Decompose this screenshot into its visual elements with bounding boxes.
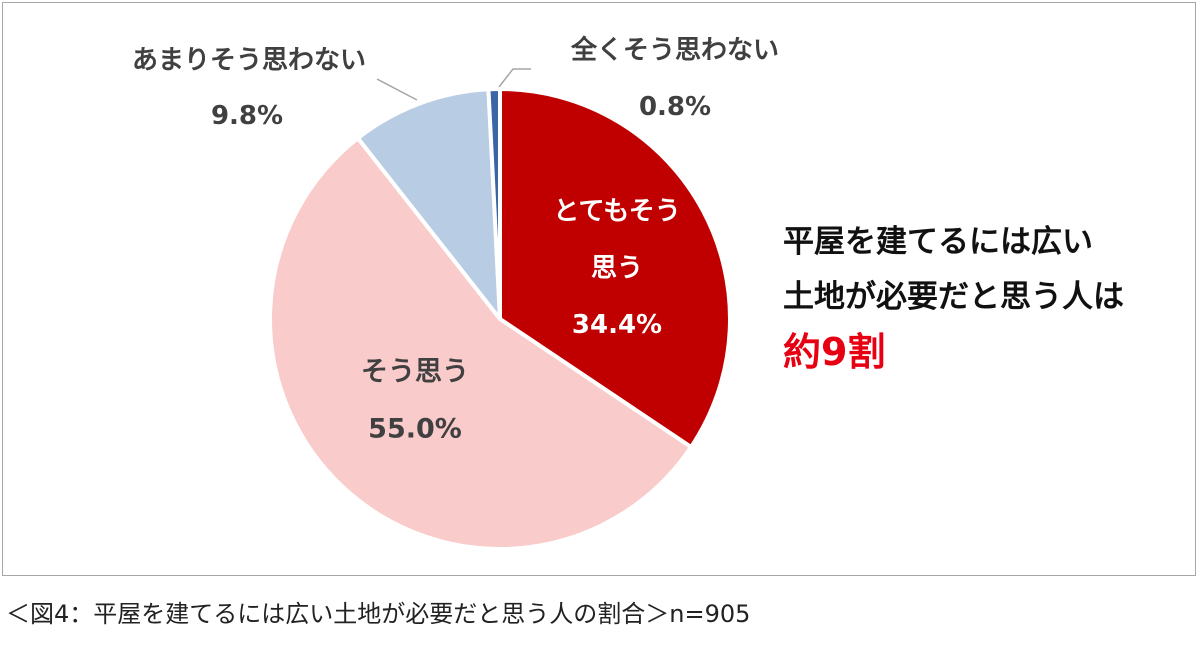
slice-label-not-really: あまりそう思わない (131, 45, 367, 76)
headline-highlight: 約9割 (783, 330, 886, 374)
headline: 平屋を建てるには広い 土地が必要だと思う人は 約9割 (783, 215, 1124, 380)
pie-chart (268, 68, 732, 551)
pie-slice-very-much (498, 87, 732, 450)
slice-label-agree: そう思う (361, 356, 469, 388)
leader-line-not-really (376, 78, 418, 101)
pie-slice-not-really (355, 87, 502, 321)
headline-line1: 平屋を建てるには広い (783, 224, 1093, 260)
slice-label-very-much-line2: 思う (590, 253, 644, 284)
slice-label-very-much: とてもそう (553, 196, 681, 227)
pie-slice-agree (268, 136, 694, 551)
slice-value-not-really: 9.8% (210, 101, 284, 131)
slice-value-very-much: 34.4% (571, 310, 663, 340)
headline-line2: 土地が必要だと思う人は (783, 279, 1124, 315)
figure-caption: ＜図4：平屋を建てるには広い土地が必要だと思う人の割合＞n=905 (6, 600, 751, 628)
chart-frame: とてもそう 思う 34.4% そう思う 55.0% あまりそう思わない 9.8%… (2, 2, 1196, 576)
slice-value-not-at-all: 0.8% (638, 92, 712, 122)
slice-label-not-at-all: 全くそう思わない (570, 35, 780, 66)
leader-line-not-at-all (498, 68, 531, 88)
slice-value-agree: 55.0% (368, 413, 462, 445)
pie-slice-not-at-all (486, 86, 502, 321)
